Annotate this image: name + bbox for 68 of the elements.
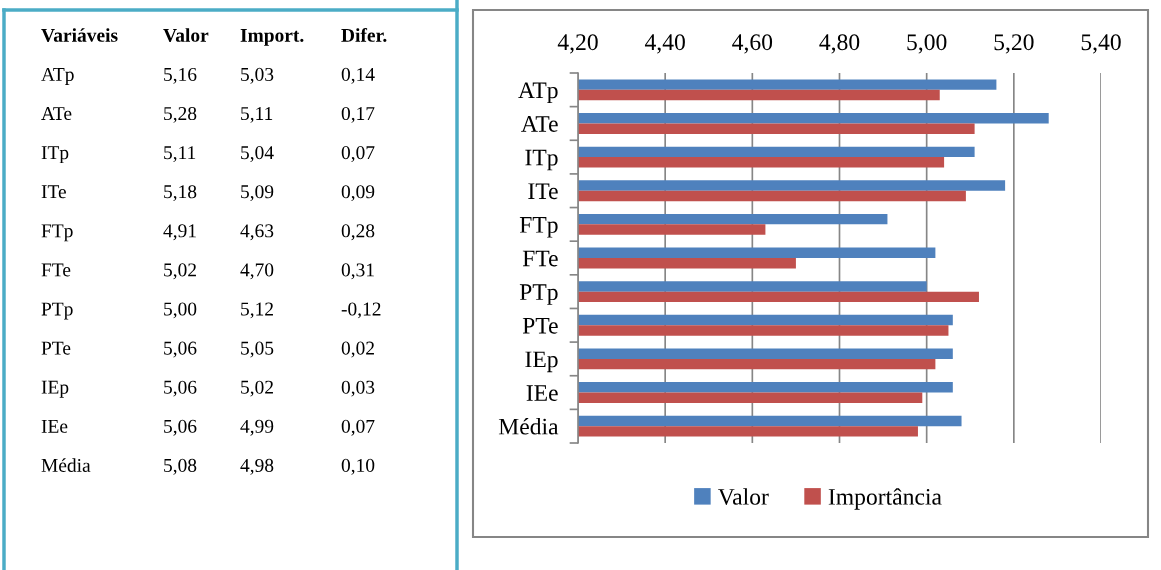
text: FTp <box>41 224 73 242</box>
text: ITp <box>41 146 69 164</box>
y-tick-label: ATp <box>518 82 558 104</box>
text: 5,02 <box>241 380 273 397</box>
y-tick-label: PTp <box>519 284 558 305</box>
text: 4,98 <box>240 458 274 475</box>
text: 5,28 <box>164 106 197 123</box>
text: IEe <box>41 419 68 433</box>
text: PTp <box>41 302 73 320</box>
y-tick-label: IEe <box>526 385 558 401</box>
text: 5,04 <box>241 146 274 162</box>
text: 5,06 <box>164 380 197 397</box>
x-tick-label: 5,40 <box>1081 34 1121 54</box>
text: 0,09 <box>341 185 375 202</box>
x-tick-label: 4,40 <box>644 34 685 54</box>
y-tick-label: FTp <box>519 217 558 238</box>
y-tick-label: FTe <box>522 250 558 267</box>
text: ATp <box>41 67 74 85</box>
text: Difer. <box>341 27 387 42</box>
x-tick-label: 4,20 <box>557 34 598 54</box>
y-tick-label: ATe <box>521 116 558 132</box>
text: 5,11 <box>164 146 196 162</box>
text: ITe <box>41 185 66 199</box>
text: 0,17 <box>341 106 375 123</box>
text: Import. <box>240 28 304 46</box>
text: 5,06 <box>164 341 197 358</box>
text: PTe <box>41 341 71 355</box>
text: 5,03 <box>241 67 274 84</box>
text: 5,06 <box>164 419 197 436</box>
text: 0,10 <box>341 458 375 475</box>
text: 5,08 <box>164 458 197 475</box>
text: 0,31 <box>341 263 374 280</box>
text: ATe <box>41 107 72 121</box>
legend-label: Importância <box>828 488 942 510</box>
legend-label: Valor <box>718 488 769 505</box>
x-tick-label: 4,80 <box>819 34 860 54</box>
text: 5,18 <box>164 185 197 202</box>
text: 0,28 <box>341 224 375 241</box>
text: 4,70 <box>240 263 274 280</box>
text: 0,14 <box>341 67 375 84</box>
text: 0,02 <box>341 341 374 358</box>
text: 4,63 <box>240 224 274 241</box>
x-tick-label: 5,00 <box>907 34 947 54</box>
text: FTe <box>41 263 71 277</box>
text: Variáveis <box>41 28 118 42</box>
text: Média <box>41 458 91 472</box>
text: 5,12 <box>241 302 273 319</box>
text: 0,03 <box>341 380 375 397</box>
y-tick-label: PTe <box>522 318 558 334</box>
text: IEp <box>41 380 69 398</box>
text: 5,02 <box>164 263 196 280</box>
text: 4,99 <box>240 419 274 436</box>
text: 5,16 <box>164 67 197 84</box>
y-tick-label: ITe <box>528 183 558 200</box>
text: 5,09 <box>241 185 274 202</box>
text: 5,00 <box>164 302 197 319</box>
y-tick-label: ITp <box>525 149 558 171</box>
text: 4,91 <box>163 224 196 241</box>
text: 5,11 <box>241 107 273 123</box>
text: 0,07 <box>341 146 375 162</box>
text: Valor <box>163 28 209 42</box>
x-tick-label: 4,60 <box>732 34 773 54</box>
y-tick-label: Média <box>498 417 559 435</box>
x-tick-label: 5,20 <box>994 34 1034 54</box>
y-tick-label: IEp <box>525 351 558 373</box>
text: 5,05 <box>241 341 274 358</box>
text: 0,07 <box>341 419 375 436</box>
text: -0,12 <box>341 302 381 319</box>
